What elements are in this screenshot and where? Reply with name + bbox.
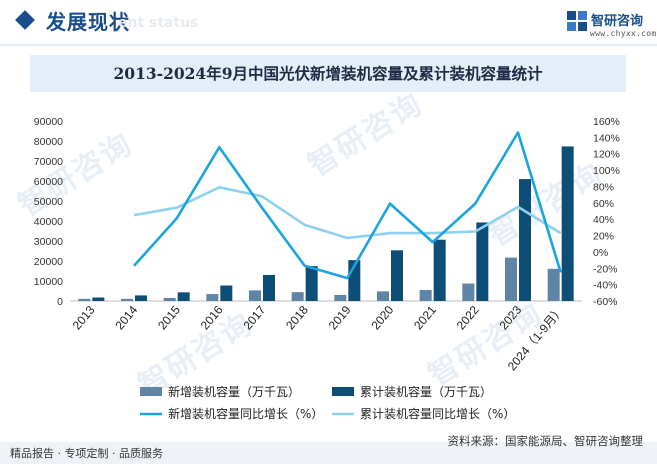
right-axis-tick-label: 120%	[593, 149, 620, 161]
right-axis-tick-label: 160%	[593, 116, 620, 128]
category-label: 2020	[368, 303, 396, 333]
legend-label: 新增装机容量（万千瓦）	[168, 384, 300, 399]
left-axis-tick-label: 10000	[34, 276, 63, 288]
category-label: 2021	[411, 303, 439, 333]
bar-new-capacity	[163, 297, 176, 301]
category-label: 2015	[155, 303, 183, 333]
bar-cumulative-capacity	[519, 179, 531, 301]
legend-label: 新增装机容量同比增长（%）	[168, 406, 323, 421]
bar-cumulative-capacity	[263, 274, 275, 301]
bar-new-capacity	[291, 292, 304, 301]
category-label: 2013	[70, 303, 98, 333]
bar-cumulative-capacity	[92, 297, 105, 301]
bar-new-capacity	[419, 290, 432, 301]
right-axis-tick-label: 0%	[593, 247, 608, 259]
bar-new-capacity	[547, 268, 560, 301]
legend-swatch-new-capacity	[140, 387, 162, 396]
bar-cumulative-capacity	[476, 222, 489, 301]
left-axis-tick-label: 30000	[34, 236, 63, 248]
section-subtitle: ent status	[118, 15, 199, 31]
chart-title: 2013-2024年9月中国光伏新增装机容量及累计装机容量统计	[113, 64, 543, 83]
page-header: 发展现状 ent status 智研咨询 www.chyxx.com	[0, 0, 657, 44]
category-label: 2014	[112, 303, 140, 333]
left-axis-tick-label: 70000	[34, 156, 63, 168]
category-label: 2017	[240, 303, 268, 333]
bar-cumulative-capacity	[305, 266, 318, 301]
bar-cumulative-capacity	[220, 285, 233, 301]
right-axis-tick-label: -40%	[593, 280, 618, 292]
left-axis-tick-label: 60000	[34, 176, 63, 188]
section-title: 发展现状	[46, 10, 130, 34]
category-label: 2019	[326, 303, 354, 333]
legend-label: 累计装机容量（万千瓦）	[360, 384, 492, 399]
legend-swatch-cumulative-capacity	[332, 387, 354, 396]
left-axis-tick-label: 90000	[34, 116, 63, 128]
header-divider	[0, 44, 657, 46]
bar-new-capacity	[121, 298, 133, 301]
right-axis-tick-label: -60%	[593, 296, 618, 308]
right-axis-tick-label: -20%	[593, 263, 618, 275]
bar-new-capacity	[462, 283, 475, 301]
bar-cumulative-capacity	[433, 239, 446, 301]
right-axis-tick-label: 140%	[593, 132, 620, 144]
bar-new-capacity	[334, 294, 347, 301]
bar-new-capacity	[78, 298, 91, 301]
category-label: 2022	[454, 303, 482, 333]
title-band	[30, 55, 626, 92]
brand-url: www.chyxx.com	[590, 29, 657, 38]
bar-new-capacity	[206, 294, 219, 301]
category-label: 2016	[198, 303, 226, 333]
bar-cumulative-capacity	[391, 250, 403, 301]
legend-label: 累计装机容量同比增长（%）	[360, 406, 515, 421]
category-label: 2018	[283, 303, 311, 333]
left-axis-tick-label: 40000	[34, 216, 63, 228]
brand-name: 智研咨询	[591, 14, 644, 29]
line-cumulative-growth	[133, 186, 562, 240]
bar-cumulative-capacity	[561, 146, 574, 301]
right-axis-tick-label: 60%	[593, 198, 614, 210]
bar-cumulative-capacity	[177, 292, 190, 301]
right-axis-tick-label: 40%	[593, 214, 614, 226]
bar-new-capacity	[249, 290, 261, 301]
bar-new-capacity	[377, 291, 389, 301]
right-axis-tick-label: 80%	[593, 181, 614, 193]
footer-source: 资料来源：国家能源局、智研咨询整理	[447, 434, 644, 448]
bar-cumulative-capacity	[135, 295, 147, 301]
category-label: 2023	[496, 303, 524, 333]
footer-slogan: 精品报告 · 专项定制 · 品质服务	[10, 447, 163, 460]
bar-new-capacity	[505, 257, 517, 301]
right-axis-tick-label: 100%	[593, 165, 620, 177]
left-axis-tick-label: 0	[57, 296, 63, 308]
right-axis-tick-label: 20%	[593, 231, 614, 243]
left-axis-tick-label: 20000	[34, 256, 63, 268]
footer-bar	[0, 442, 657, 464]
left-axis-tick-label: 50000	[34, 196, 63, 208]
line-new-growth	[133, 131, 562, 280]
brand-logo-icon	[567, 11, 587, 31]
left-axis-tick-label: 80000	[34, 136, 63, 148]
